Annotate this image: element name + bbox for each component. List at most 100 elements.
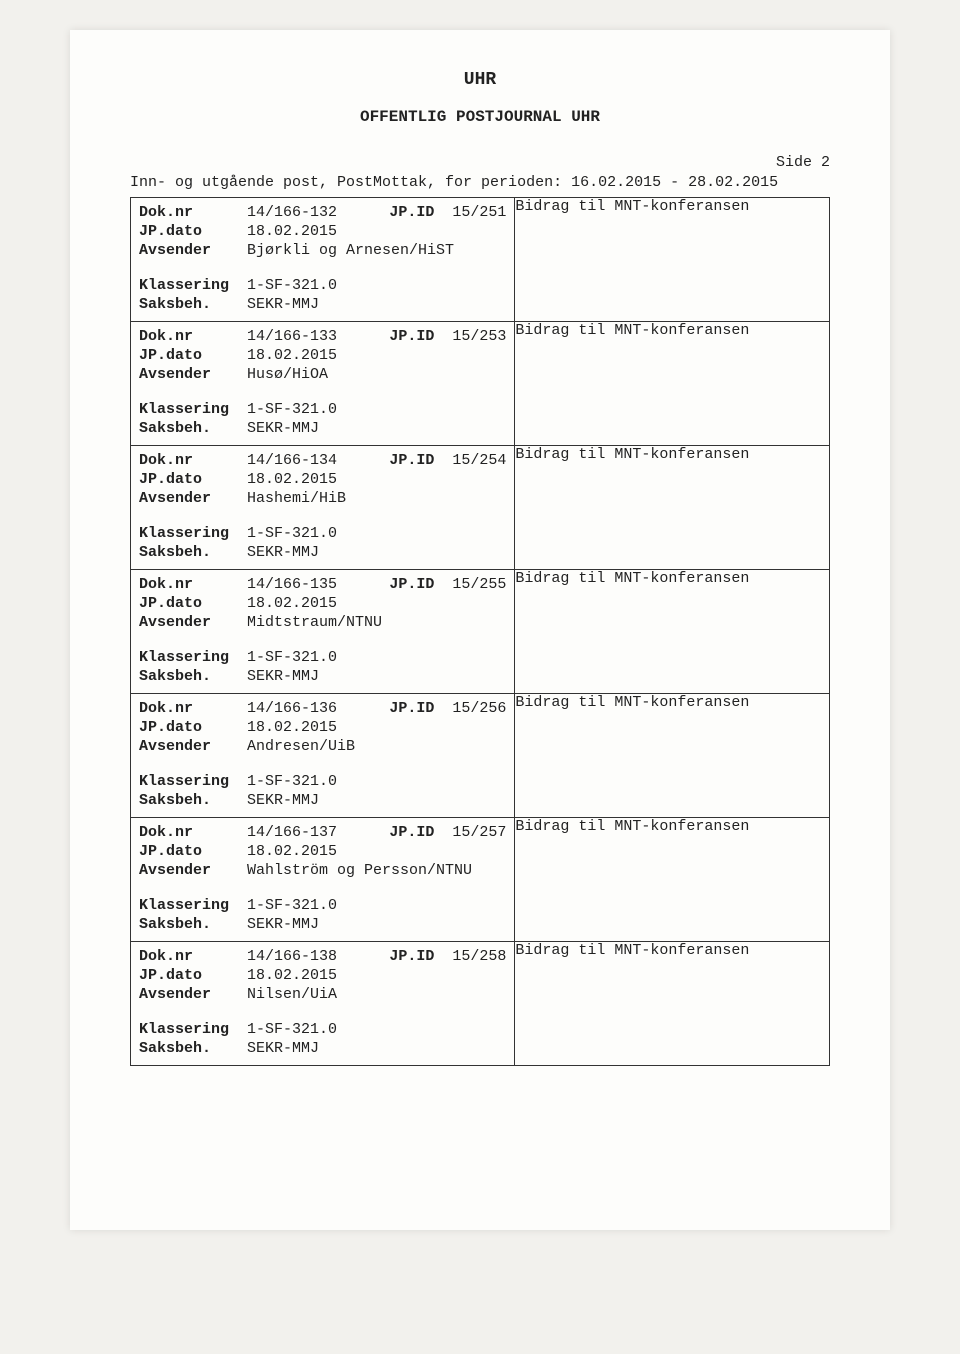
entry-description: Bidrag til MNT-konferansen (515, 817, 830, 941)
entry-description: Bidrag til MNT-konferansen (515, 569, 830, 693)
journal-table: Dok.nr 14/166-132 JP.ID 15/251 JP.dato 18.02.… (130, 197, 830, 1066)
label-jpdato: JP.dato (139, 967, 239, 984)
value-saksbeh: SEKR-MMJ (247, 668, 506, 685)
value-klassering: 1-SF-321.0 (247, 277, 506, 294)
label-jpid: JP.ID (389, 824, 434, 841)
label-avsender: Avsender (139, 366, 239, 383)
value-jpdato: 18.02.2015 (247, 967, 506, 984)
label-jpdato: JP.dato (139, 843, 239, 860)
value-jpid: 15/253 (452, 328, 506, 345)
value-klassering: 1-SF-321.0 (247, 897, 506, 914)
value-avsender: Hashemi/HiB (247, 490, 506, 507)
label-jpdato: JP.dato (139, 471, 239, 488)
value-doknr: 14/166-138 (247, 948, 351, 965)
value-avsender: Bjørkli og Arnesen/HiST (247, 242, 506, 259)
page-number: Side 2 (130, 154, 830, 171)
label-doknr: Dok.nr (139, 204, 239, 221)
label-jpdato: JP.dato (139, 223, 239, 240)
label-doknr: Dok.nr (139, 452, 239, 469)
label-doknr: Dok.nr (139, 700, 239, 717)
spacer (139, 509, 506, 523)
label-klassering: Klassering (139, 649, 239, 666)
label-klassering: Klassering (139, 277, 239, 294)
value-jpdato: 18.02.2015 (247, 595, 506, 612)
label-saksbeh: Saksbeh. (139, 1040, 239, 1057)
spacer (139, 633, 506, 647)
value-klassering: 1-SF-321.0 (247, 649, 506, 666)
value-avsender: Wahlström og Persson/NTNU (247, 862, 506, 879)
label-jpdato: JP.dato (139, 595, 239, 612)
entry-description: Bidrag til MNT-konferansen (515, 693, 830, 817)
spacer (139, 385, 506, 399)
label-doknr: Dok.nr (139, 824, 239, 841)
label-saksbeh: Saksbeh. (139, 296, 239, 313)
value-doknr: 14/166-135 (247, 576, 351, 593)
value-saksbeh: SEKR-MMJ (247, 296, 506, 313)
entry-description: Bidrag til MNT-konferansen (515, 197, 830, 321)
label-saksbeh: Saksbeh. (139, 544, 239, 561)
label-jpid: JP.ID (389, 204, 434, 221)
value-doknr: 14/166-133 (247, 328, 351, 345)
label-klassering: Klassering (139, 401, 239, 418)
label-jpdato: JP.dato (139, 347, 239, 364)
label-jpdato: JP.dato (139, 719, 239, 736)
entry-fields: Dok.nr14/166-135JP.ID15/255JP.dato18.02.… (131, 569, 515, 693)
value-doknr: 14/166-137 (247, 824, 351, 841)
value-saksbeh: SEKR-MMJ (247, 916, 506, 933)
label-saksbeh: Saksbeh. (139, 420, 239, 437)
spacer (139, 1005, 506, 1019)
value-jpid: 15/251 (452, 204, 506, 221)
entry-description: Bidrag til MNT-konferansen (515, 445, 830, 569)
journal-row: Dok.nr 14/166-134 JP.ID 15/254 JP.dato 18.02.… (131, 445, 830, 569)
entry-description: Bidrag til MNT-konferansen (515, 321, 830, 445)
value-avsender: Midtstraum/NTNU (247, 614, 506, 631)
label-avsender: Avsender (139, 490, 239, 507)
label-saksbeh: Saksbeh. (139, 792, 239, 809)
label-jpid: JP.ID (389, 452, 434, 469)
label-avsender: Avsender (139, 862, 239, 879)
label-jpid: JP.ID (389, 576, 434, 593)
value-jpdato: 18.02.2015 (247, 471, 506, 488)
value-saksbeh: SEKR-MMJ (247, 792, 506, 809)
value-doknr: 14/166-134 (247, 452, 351, 469)
value-doknr: 14/166-136 (247, 700, 351, 717)
entry-fields: Dok.nr14/166-138JP.ID15/258JP.dato18.02.… (131, 941, 515, 1065)
journal-row: Dok.nr14/166-137JP.ID15/257JP.dato18.02.… (131, 817, 830, 941)
value-jpid: 15/255 (452, 576, 506, 593)
label-doknr: Dok.nr (139, 328, 239, 345)
value-klassering: 1-SF-321.0 (247, 525, 506, 542)
journal-row: Dok.nr14/166-136JP.ID15/256JP.dato18.02.… (131, 693, 830, 817)
value-jpid: 15/257 (452, 824, 506, 841)
entry-fields: Dok.nr14/166-133JP.ID15/253JP.dato18.02.… (131, 321, 515, 445)
value-doknr: 14/166-132 (247, 204, 351, 221)
entry-fields: Dok.nr14/166-136JP.ID15/256JP.dato18.02.… (131, 693, 515, 817)
label-avsender: Avsender (139, 242, 239, 259)
value-avsender: Andresen/UiB (247, 738, 506, 755)
entry-description: Bidrag til MNT-konferansen (515, 941, 830, 1065)
spacer (139, 261, 506, 275)
journal-row: Dok.nr14/166-135JP.ID15/255JP.dato18.02.… (131, 569, 830, 693)
spacer (139, 881, 506, 895)
label-jpid: JP.ID (389, 948, 434, 965)
value-avsender: Husø/HiOA (247, 366, 506, 383)
label-jpid: JP.ID (389, 328, 434, 345)
label-avsender: Avsender (139, 614, 239, 631)
label-klassering: Klassering (139, 525, 239, 542)
value-saksbeh: SEKR-MMJ (247, 420, 506, 437)
journal-row: Dok.nr14/166-132JP.ID15/251JP.dato18.02.… (131, 197, 830, 321)
label-klassering: Klassering (139, 897, 239, 914)
spacer (139, 757, 506, 771)
label-jpid: JP.ID (389, 700, 434, 717)
label-avsender: Avsender (139, 986, 239, 1003)
value-avsender: Nilsen/UiA (247, 986, 506, 1003)
label-klassering: Klassering (139, 1021, 239, 1038)
entry-fields: Dok.nr14/166-137JP.ID15/257JP.dato18.02.… (131, 817, 515, 941)
value-klassering: 1-SF-321.0 (247, 773, 506, 790)
value-jpid: 15/254 (452, 452, 506, 469)
label-saksbeh: Saksbeh. (139, 916, 239, 933)
label-saksbeh: Saksbeh. (139, 668, 239, 685)
value-klassering: 1-SF-321.0 (247, 1021, 506, 1038)
value-jpdato: 18.02.2015 (247, 719, 506, 736)
value-saksbeh: SEKR-MMJ (247, 1040, 506, 1057)
label-avsender: Avsender (139, 738, 239, 755)
